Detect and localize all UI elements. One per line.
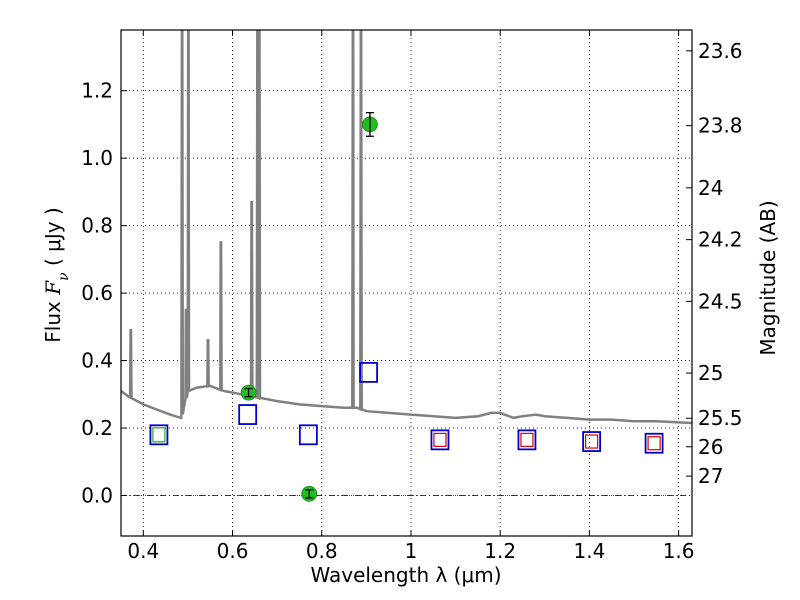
x-tick-label: 1: [405, 539, 418, 563]
model-box: [430, 429, 450, 451]
spectrum-line: [121, 30, 692, 425]
x-tick-label: 1.4: [573, 539, 605, 563]
model-spectrum: [121, 30, 692, 425]
grid-lines: [121, 30, 692, 536]
mag-tick-label: 25.5: [698, 406, 743, 430]
y-tick-label: 0.4: [81, 349, 113, 373]
y-tick-label: 0.6: [81, 281, 113, 305]
y-tick-label: 0.2: [81, 416, 113, 440]
model-box: [298, 424, 318, 446]
observed-photometry-points: [240, 111, 378, 502]
mag-tick-label: 23.6: [698, 39, 743, 63]
y-axis-label: Flux Fν ( μJy ): [41, 207, 72, 342]
x-tick-label: 0.6: [217, 539, 249, 563]
plot-frame: [120, 29, 693, 537]
mag-tick-label: 25: [698, 361, 723, 385]
mag-tick-label: 24.2: [698, 228, 743, 252]
x-axis-label: Wavelength λ (μm): [310, 563, 501, 587]
axis-ticks: 0.4 0.6 0.8 1 1.2 1.4 1.6 0.0 0.2 0.4 0.6 0.8 1.0 1.2…: [81, 30, 743, 563]
model-inner-box: [585, 434, 599, 449]
y-tick-label: 1.0: [81, 146, 113, 170]
model-inner-box: [520, 432, 534, 447]
model-photometry-boxes: [149, 361, 664, 454]
model-inner-box: [152, 427, 166, 443]
model-box: [517, 429, 537, 451]
mag-tick-label: 24.5: [698, 289, 743, 313]
model-inner-box: [433, 432, 447, 447]
model-box: [582, 431, 602, 452]
mag-tick-label: 26: [698, 435, 723, 459]
y-axis-right-label: Magnitude (AB): [756, 200, 780, 355]
y-tick-label: 1.2: [81, 79, 113, 103]
x-tick-label: 0.8: [306, 539, 338, 563]
x-tick-label: 1.2: [484, 539, 516, 563]
model-box: [359, 361, 378, 383]
model-box: [149, 424, 169, 446]
x-tick-label: 0.4: [127, 539, 159, 563]
model-box: [238, 404, 258, 425]
y-tick-label: 0.8: [81, 214, 113, 238]
mag-tick-label: 23.8: [698, 114, 743, 138]
model-inner-box: [647, 436, 661, 451]
mag-tick-label: 24: [698, 176, 723, 200]
x-tick-label: 1.6: [663, 539, 695, 563]
model-box: [644, 432, 664, 454]
mag-tick-label: 27: [698, 464, 723, 488]
y-tick-label: 0.0: [81, 484, 113, 508]
